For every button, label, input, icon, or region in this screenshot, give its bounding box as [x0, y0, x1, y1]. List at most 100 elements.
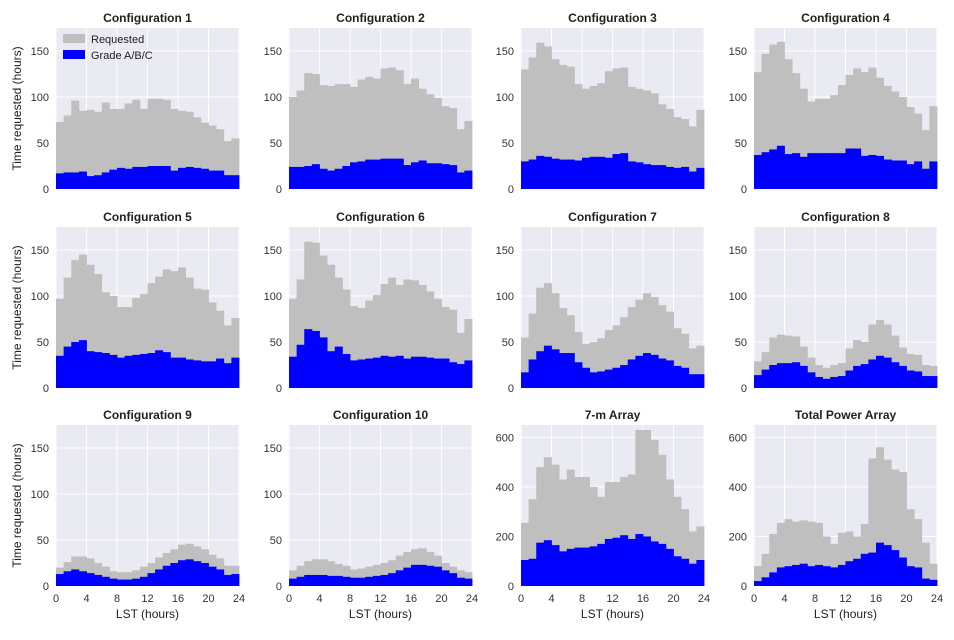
bar-grade: [342, 576, 351, 586]
x-tick-label: 20: [435, 593, 447, 605]
bar-requested: [853, 68, 862, 189]
bar-grade: [464, 170, 473, 189]
bar-grade: [754, 581, 763, 586]
y-tick-label: 50: [37, 138, 49, 150]
bar-grade: [170, 357, 179, 388]
bar-grade: [574, 160, 583, 189]
bar-requested: [830, 543, 839, 586]
bar-grade: [94, 175, 103, 189]
bar-requested: [449, 108, 458, 189]
bar-grade: [620, 153, 629, 189]
y-tick-label: 0: [741, 581, 747, 593]
bar-requested: [178, 267, 187, 388]
bar-requested: [688, 126, 697, 189]
bar-requested: [132, 297, 141, 388]
bar-requested: [296, 565, 305, 586]
bar-requested: [193, 117, 202, 189]
bar-requested: [792, 521, 801, 586]
bar-requested: [883, 85, 892, 189]
bar-grade: [799, 563, 808, 586]
bar-requested: [388, 67, 397, 189]
bar-grade: [876, 542, 885, 586]
bar-grade: [147, 166, 156, 189]
bar-requested: [185, 277, 194, 388]
bar-grade: [566, 548, 575, 586]
bar-requested: [63, 115, 72, 189]
bar-grade: [86, 351, 95, 388]
bar-grade: [449, 573, 458, 586]
y-tick-label: 100: [31, 291, 49, 303]
bar-grade: [627, 359, 636, 388]
bar-grade: [521, 559, 530, 586]
bar-requested: [357, 79, 366, 189]
panel-title: Configuration 1: [103, 11, 192, 25]
bar-grade: [124, 579, 133, 586]
bar-grade: [769, 149, 778, 189]
bar-requested: [528, 57, 537, 189]
bar-grade: [665, 548, 674, 586]
bar-requested: [71, 100, 80, 189]
bar-grade: [792, 564, 801, 586]
bar-grade: [658, 358, 667, 388]
bar-grade: [543, 540, 552, 586]
bar-grade: [807, 566, 816, 586]
bar-grade: [521, 372, 530, 388]
bar-grade: [418, 356, 427, 388]
bar-requested: [449, 309, 458, 388]
bar-grade: [86, 176, 95, 189]
y-axis-label: Time requested (hours): [10, 245, 24, 369]
bar-requested: [132, 570, 141, 586]
bar-grade: [643, 353, 652, 388]
bar-requested: [223, 141, 232, 189]
bar-requested: [521, 522, 530, 586]
bar-grade: [56, 355, 65, 388]
bar-grade: [914, 161, 923, 189]
bar-requested: [365, 566, 374, 586]
bar-grade: [208, 361, 217, 388]
y-tick-label: 100: [264, 489, 282, 501]
bar-grade: [528, 359, 537, 388]
bar-grade: [71, 172, 80, 189]
bar-requested: [643, 429, 652, 586]
bar-requested: [551, 59, 560, 189]
bar-grade: [635, 162, 644, 189]
bar-grade: [223, 574, 232, 586]
bar-requested: [311, 74, 320, 189]
bar-requested: [769, 44, 778, 190]
bar-grade: [449, 165, 458, 189]
bar-grade: [365, 358, 374, 388]
bar-grade: [696, 374, 705, 388]
x-axis-label: LST (hours): [349, 607, 412, 621]
bar-grade: [388, 356, 397, 388]
bar-grade: [101, 172, 110, 189]
bar-grade: [327, 170, 336, 189]
bar-requested: [94, 111, 103, 189]
bar-grade: [464, 578, 473, 586]
y-tick-label: 100: [496, 92, 514, 104]
bar-grade: [929, 376, 938, 388]
bar-grade: [860, 155, 869, 189]
bar-grade: [289, 166, 298, 189]
bar-grade: [776, 567, 785, 586]
bar-grade: [170, 563, 179, 586]
bar-requested: [574, 84, 583, 189]
bar-requested: [612, 68, 621, 189]
bar-grade: [559, 551, 568, 586]
bar-grade: [311, 330, 320, 388]
bar-requested: [101, 566, 110, 586]
y-tick-label: 50: [735, 138, 747, 150]
bar-grade: [604, 538, 613, 586]
bar-requested: [681, 119, 690, 189]
x-tick-label: 24: [233, 593, 245, 605]
bar-requested: [876, 77, 885, 189]
bar-grade: [388, 573, 397, 586]
legend-label-requested: Requested: [91, 34, 144, 46]
y-tick-label: 100: [264, 291, 282, 303]
bar-requested: [117, 108, 126, 189]
bar-requested: [696, 345, 705, 388]
bar-grade: [604, 369, 613, 388]
panel-title: Configuration 3: [568, 11, 657, 25]
x-tick-label: 20: [202, 593, 214, 605]
bar-grade: [681, 558, 690, 586]
y-tick-label: 400: [729, 482, 747, 494]
